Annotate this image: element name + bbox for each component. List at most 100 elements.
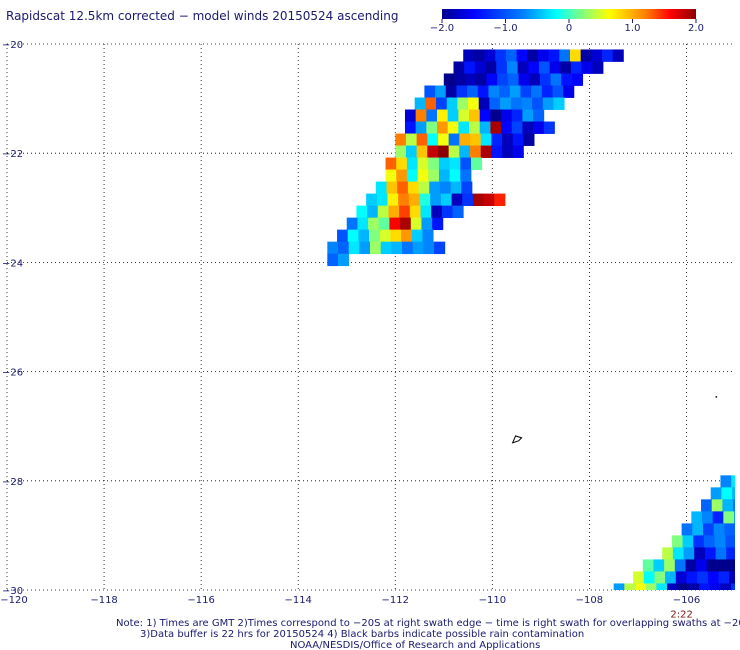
wind-cell [518,73,530,86]
wind-cell [389,217,401,231]
wind-cell [714,535,726,548]
wind-cell [506,61,518,74]
wind-cell [459,145,471,158]
wind-cell [483,193,495,207]
wind-cell [697,571,709,584]
wind-cell [416,145,428,158]
wind-cell [591,49,603,62]
wind-cell [694,547,706,560]
wind-cell [511,109,523,122]
wind-cell [729,571,735,584]
wind-cell [522,121,534,134]
wind-cell [693,535,705,548]
wind-cell [405,133,418,146]
wind-cell [408,193,420,207]
wind-cell [388,205,400,219]
wind-cell [553,97,565,110]
wind-cell [653,559,665,572]
wind-cell [538,61,551,74]
wind-cell [671,535,683,548]
wind-cell [452,205,464,219]
wind-cell [406,157,418,170]
colorbar-tick-label: 0 [566,23,572,34]
wind-cell [654,571,666,584]
wind-cell [725,535,735,548]
wind-cell [559,49,571,62]
wind-cell [427,133,439,146]
wind-difference-cells [327,49,740,607]
wind-cell [505,49,517,62]
wind-cell [605,595,616,607]
wind-cell [491,145,503,158]
x-tick-label: −118 [90,595,117,606]
wind-cell [437,121,449,134]
wind-cell [391,241,403,255]
x-tick-label: −114 [284,595,311,606]
wind-cell [426,109,438,122]
wind-cell [406,169,418,182]
wind-cell [450,181,462,194]
wind-cell [448,133,460,146]
wind-cell [541,85,553,98]
wind-cell [428,157,440,170]
wind-cell [386,181,398,194]
wind-cell [664,559,676,572]
y-tick-label: −24 [2,258,23,269]
wind-cell [440,193,452,207]
wind-cell [445,85,457,98]
wind-cell [447,109,459,122]
wind-cell [414,97,426,110]
wind-cell [409,205,421,219]
wind-cell [458,109,470,122]
wind-cell [675,571,687,584]
wind-cell [378,217,390,231]
wind-cell [502,145,514,158]
colorbar-tick-label: 1.0 [625,23,641,34]
wind-cell [686,571,698,584]
wind-cell [400,217,412,231]
wind-cell [563,85,575,98]
wind-cell [602,49,614,62]
wind-cell [537,49,550,62]
colorbar-tick-label: 2.0 [688,23,704,34]
wind-cell [407,181,419,194]
wind-cell [463,49,475,62]
wind-cell [375,181,387,194]
wind-cell [369,229,381,243]
x-tick-label: −120 [0,595,27,606]
wind-cell [428,169,440,182]
wind-cell [470,133,482,146]
wind-cell [522,109,534,122]
wind-cell [358,229,370,243]
wind-cell [473,49,485,62]
wind-cell [692,523,704,536]
wind-cell [542,97,554,110]
wind-cell [480,133,492,146]
wind-cell [348,241,360,255]
wind-cell [420,205,432,219]
wind-cell [672,547,684,560]
wind-cell [434,241,446,255]
wind-cell [443,73,455,86]
wind-cell [701,499,713,512]
wind-cell [552,85,564,98]
wind-cell [387,193,399,207]
wind-cell [438,157,451,170]
wind-cell [423,241,435,255]
wind-cell [410,217,422,231]
wind-cell [460,157,472,170]
wind-cell [421,217,433,231]
wind-cell [532,97,544,110]
wind-cell [550,73,562,86]
wind-cell [735,523,740,535]
wind-cell [380,241,392,255]
wind-cell [367,205,379,219]
wind-cell [517,61,529,74]
wind-cell [437,145,450,158]
wind-cell [359,241,371,255]
wind-cell [395,145,407,158]
wind-cell [709,583,721,590]
wind-cell [417,157,429,170]
wind-cell [347,229,359,243]
